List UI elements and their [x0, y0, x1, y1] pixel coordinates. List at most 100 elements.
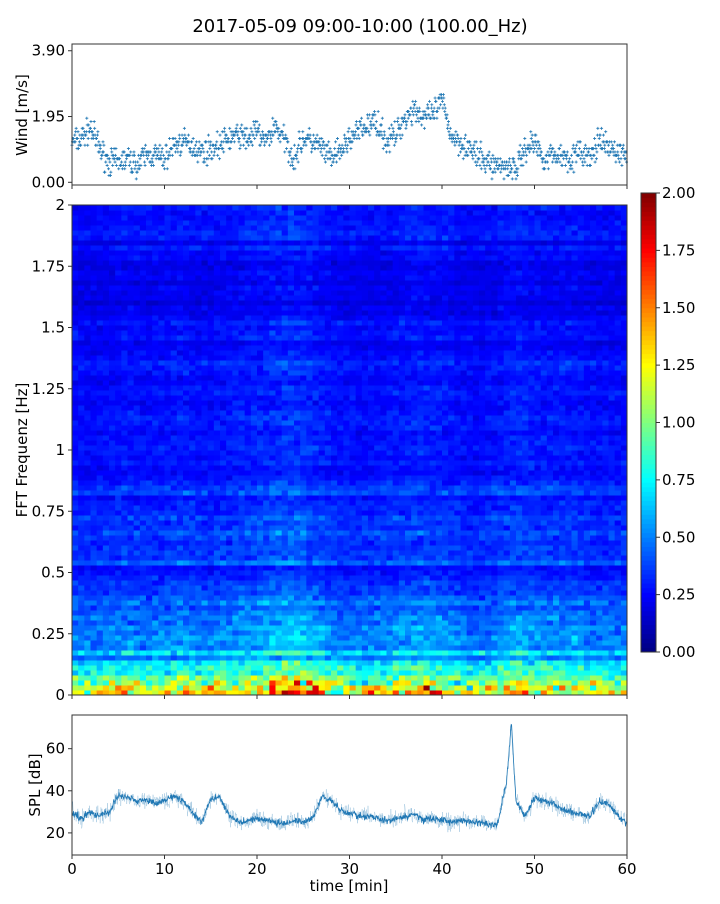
spectrogram-cell	[109, 545, 116, 551]
wind-point	[518, 154, 521, 157]
spectrogram-cell	[288, 510, 295, 516]
spectrogram-cell	[319, 580, 326, 586]
spectrogram-cell	[300, 540, 307, 546]
spectrogram-cell	[578, 615, 585, 621]
spectrogram-cell	[504, 490, 511, 496]
wind-point	[449, 127, 452, 130]
spectrogram-cell	[177, 570, 184, 576]
spectrogram-cell	[232, 585, 239, 591]
spectrogram-cell	[584, 655, 591, 661]
spectrogram-cell	[158, 585, 165, 591]
spectrogram-cell	[615, 665, 622, 671]
spectrogram-cell	[115, 610, 122, 616]
spectrogram-cell	[226, 680, 233, 686]
spectrogram-cell	[239, 655, 246, 661]
spectrogram-cell	[522, 485, 529, 491]
spectrogram-cell	[448, 580, 455, 586]
spectrogram-cell	[343, 590, 350, 596]
spectrogram-cell	[436, 645, 443, 651]
spectrogram-cell	[553, 640, 560, 646]
spectrogram-cell	[276, 515, 283, 521]
spectrogram-cell	[467, 610, 474, 616]
spectrogram-cell	[115, 590, 122, 596]
spectrogram-cell	[522, 605, 529, 611]
spectrogram-cell	[269, 605, 276, 611]
spectrogram-cell	[72, 675, 79, 681]
spectrogram-cell	[590, 555, 597, 561]
spectrogram-cell	[448, 630, 455, 636]
spectrogram-cell	[504, 500, 511, 506]
spectrogram-cell	[535, 630, 542, 636]
spectrogram-cell	[559, 650, 566, 656]
spectrogram-cell	[479, 575, 486, 581]
spectrogram-cell	[91, 590, 98, 596]
spectrogram-cell	[331, 500, 338, 506]
spectrogram-cell	[417, 600, 424, 606]
spectrogram-cell	[405, 635, 412, 641]
spectrogram-cell	[183, 585, 190, 591]
spectrogram-cell	[239, 675, 246, 681]
spectrogram-cell	[590, 495, 597, 501]
spectrogram-cell	[535, 485, 542, 491]
spectrogram-cell	[306, 610, 313, 616]
spectrogram-cell	[430, 675, 437, 681]
spectrogram-cell	[288, 570, 295, 576]
spectrogram-cell	[115, 685, 122, 691]
spectrogram-cell	[516, 685, 523, 691]
wind-point	[434, 100, 437, 103]
spectrogram-cell	[109, 490, 116, 496]
spectrogram-cell	[602, 615, 609, 621]
wind-y-tick-label: 1.95	[32, 108, 65, 126]
spectrogram-cell	[337, 530, 344, 536]
spectrogram-cell	[461, 530, 468, 536]
wind-point	[252, 134, 255, 137]
spectrogram-cell	[479, 605, 486, 611]
spectrogram-cell	[128, 635, 135, 641]
spectrogram-cell	[300, 500, 307, 506]
spectrogram-cell	[522, 585, 529, 591]
spectrogram-cell	[189, 530, 196, 536]
wind-point	[367, 130, 370, 133]
spectrogram-cell	[405, 495, 412, 501]
spectrogram-cell	[362, 645, 369, 651]
spectrogram-cell	[325, 685, 332, 691]
spectrogram-cell	[547, 585, 554, 591]
spectrogram-cell	[171, 590, 178, 596]
spectrogram-cell	[356, 560, 363, 566]
spectrogram-cell	[115, 620, 122, 626]
spectrogram-cell	[103, 675, 110, 681]
spectrogram-cell	[393, 625, 400, 631]
spectrogram-cell	[547, 635, 554, 641]
spectrogram-cell	[331, 685, 338, 691]
spectrogram-cell	[510, 620, 517, 626]
spectrogram-cell	[226, 520, 233, 526]
spectrogram-cell	[294, 610, 301, 616]
spectrogram-cell	[559, 505, 566, 511]
spectrogram-cell	[177, 530, 184, 536]
spectrogram-cell	[602, 610, 609, 616]
wind-point	[162, 154, 165, 157]
spectrogram-cell	[541, 575, 548, 581]
spectrogram-cell	[368, 675, 375, 681]
spectrogram-cell	[189, 565, 196, 571]
spectrogram-cell	[134, 665, 141, 671]
spectrogram-cell	[195, 625, 202, 631]
spectrogram-cell	[615, 650, 622, 656]
spectrogram-cell	[300, 650, 307, 656]
spectrogram-cell	[257, 570, 264, 576]
spectrogram-cell	[485, 685, 492, 691]
spectrogram-cell	[411, 570, 418, 576]
spectrogram-cell	[411, 675, 418, 681]
spectrogram-cell	[399, 590, 406, 596]
spectrogram-cell	[232, 485, 239, 491]
spectrogram-cell	[91, 500, 98, 506]
wind-point	[533, 147, 536, 150]
spectrogram-cell	[152, 550, 159, 556]
spectrogram-cell	[128, 510, 135, 516]
spectrogram-cell	[183, 605, 190, 611]
spectrogram-cell	[84, 580, 91, 586]
spectrogram-cell	[368, 580, 375, 586]
spectrogram-cell	[602, 665, 609, 671]
spectrogram-cell	[294, 570, 301, 576]
spectrogram-cell	[553, 605, 560, 611]
